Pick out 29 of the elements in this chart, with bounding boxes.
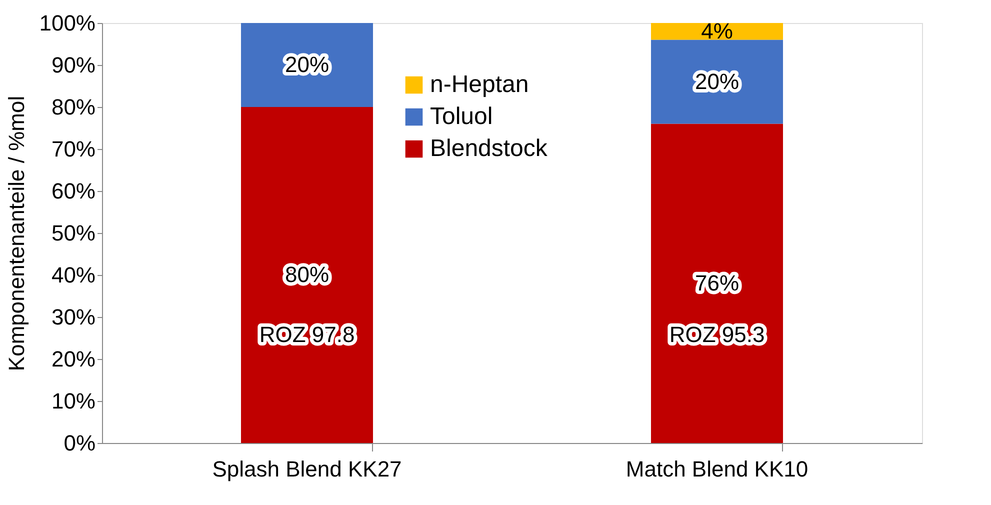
y-axis-title: Komponentenanteile / %mol <box>4 96 30 372</box>
legend-label: Blendstock <box>430 135 548 162</box>
y-tick-label: 100% <box>39 10 96 36</box>
y-tick-label: 20% <box>51 346 96 372</box>
y-tick-label: 50% <box>51 220 96 246</box>
annotation: ROZ 95.3 <box>669 322 765 347</box>
data-label: 20% <box>694 68 740 94</box>
bar <box>241 107 373 443</box>
data-label: 4% <box>701 18 733 44</box>
y-tick-label: 30% <box>51 304 96 330</box>
bar <box>241 23 373 107</box>
y-tick-label: 10% <box>51 388 96 414</box>
y-tick-label: 90% <box>51 52 96 78</box>
x-tick-label: Match Blend KK10 <box>626 456 808 482</box>
legend-label: Toluol <box>430 103 493 130</box>
data-label: 20% <box>284 52 330 77</box>
x-tick-label: Splash Blend KK27 <box>212 456 402 482</box>
y-tick-label: 60% <box>51 178 96 204</box>
bar <box>651 23 783 40</box>
legend-label: n-Heptan <box>430 71 529 98</box>
y-tick-label: 40% <box>51 262 96 288</box>
annotation: ROZ 97.8 <box>259 322 355 347</box>
data-label: 80% <box>284 262 330 287</box>
y-tick-label: 0% <box>64 430 96 456</box>
data-label: 76% <box>694 270 740 296</box>
bar <box>651 124 783 443</box>
bar <box>651 40 783 124</box>
y-tick-label: 80% <box>51 94 96 120</box>
y-tick-label: 70% <box>51 136 96 162</box>
